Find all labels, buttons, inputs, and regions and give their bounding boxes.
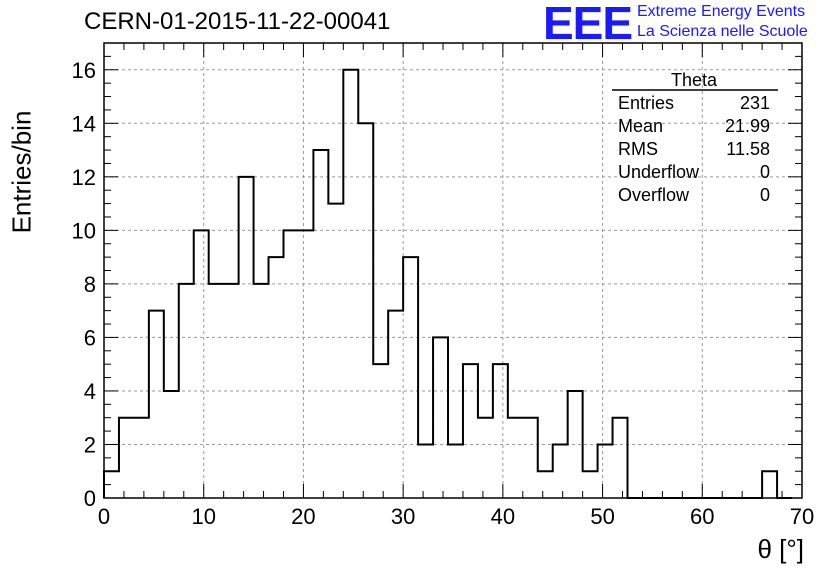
y-tick-label: 10 [72,218,96,243]
stats-mean-value: 21.99 [724,116,770,136]
y-tick-label: 8 [84,272,96,297]
stats-overflow-value: 0 [759,185,770,205]
histogram-series-theta [103,68,793,499]
y-tick-label: 0 [84,486,96,511]
y-tick-label: 16 [72,58,96,83]
y-tick-label: 14 [72,111,96,136]
stats-underflow-label: Underflow [618,162,700,182]
x-tick-label: 40 [491,504,515,529]
logo-caption-line1: Extreme Energy Events [637,3,806,20]
y-tick-label: 4 [84,379,96,404]
x-tick-label: 30 [391,504,415,529]
stats-rms-value: 11.58 [726,139,770,159]
x-tick-label: 70 [790,504,814,529]
stats-entries-label: Entries [618,93,675,113]
x-axis-label: θ [°] [757,534,804,564]
y-tick-label: 12 [72,165,96,190]
eee-logo: EEE [543,0,633,49]
x-tick-label: 20 [291,504,315,529]
y-tick-label: 6 [84,325,96,350]
stats-mean-label: Mean [618,116,664,136]
x-tick-label: 50 [590,504,614,529]
x-tick-label: 0 [98,504,110,529]
y-axis-label: Entries/bin [6,110,37,234]
logo-caption-line2: La Scienza nelle Scuole [637,23,808,40]
x-tick-label: 60 [690,504,714,529]
y-tick-label: 2 [84,432,96,457]
x-tick-label: 10 [191,504,215,529]
stats-box-title: Theta [670,70,718,90]
stats-underflow-value: 0 [759,162,770,182]
stats-entries-value: 231 [739,93,770,113]
stats-overflow-label: Overflow [618,185,690,205]
stats-rms-label: RMS [618,139,658,159]
run-title: CERN-01-2015-11-22-00041 [84,8,391,35]
